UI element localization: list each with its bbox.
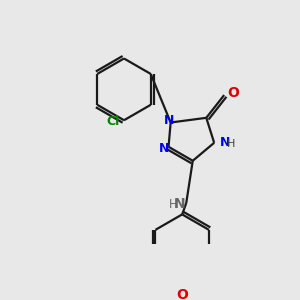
Text: H: H xyxy=(227,139,236,148)
Text: N: N xyxy=(220,136,230,149)
Text: O: O xyxy=(176,288,188,300)
Text: H: H xyxy=(169,198,178,211)
Text: N: N xyxy=(174,197,185,211)
Text: O: O xyxy=(227,86,239,100)
Text: N: N xyxy=(159,142,170,155)
Text: N: N xyxy=(164,114,174,127)
Text: Cl: Cl xyxy=(107,116,120,128)
